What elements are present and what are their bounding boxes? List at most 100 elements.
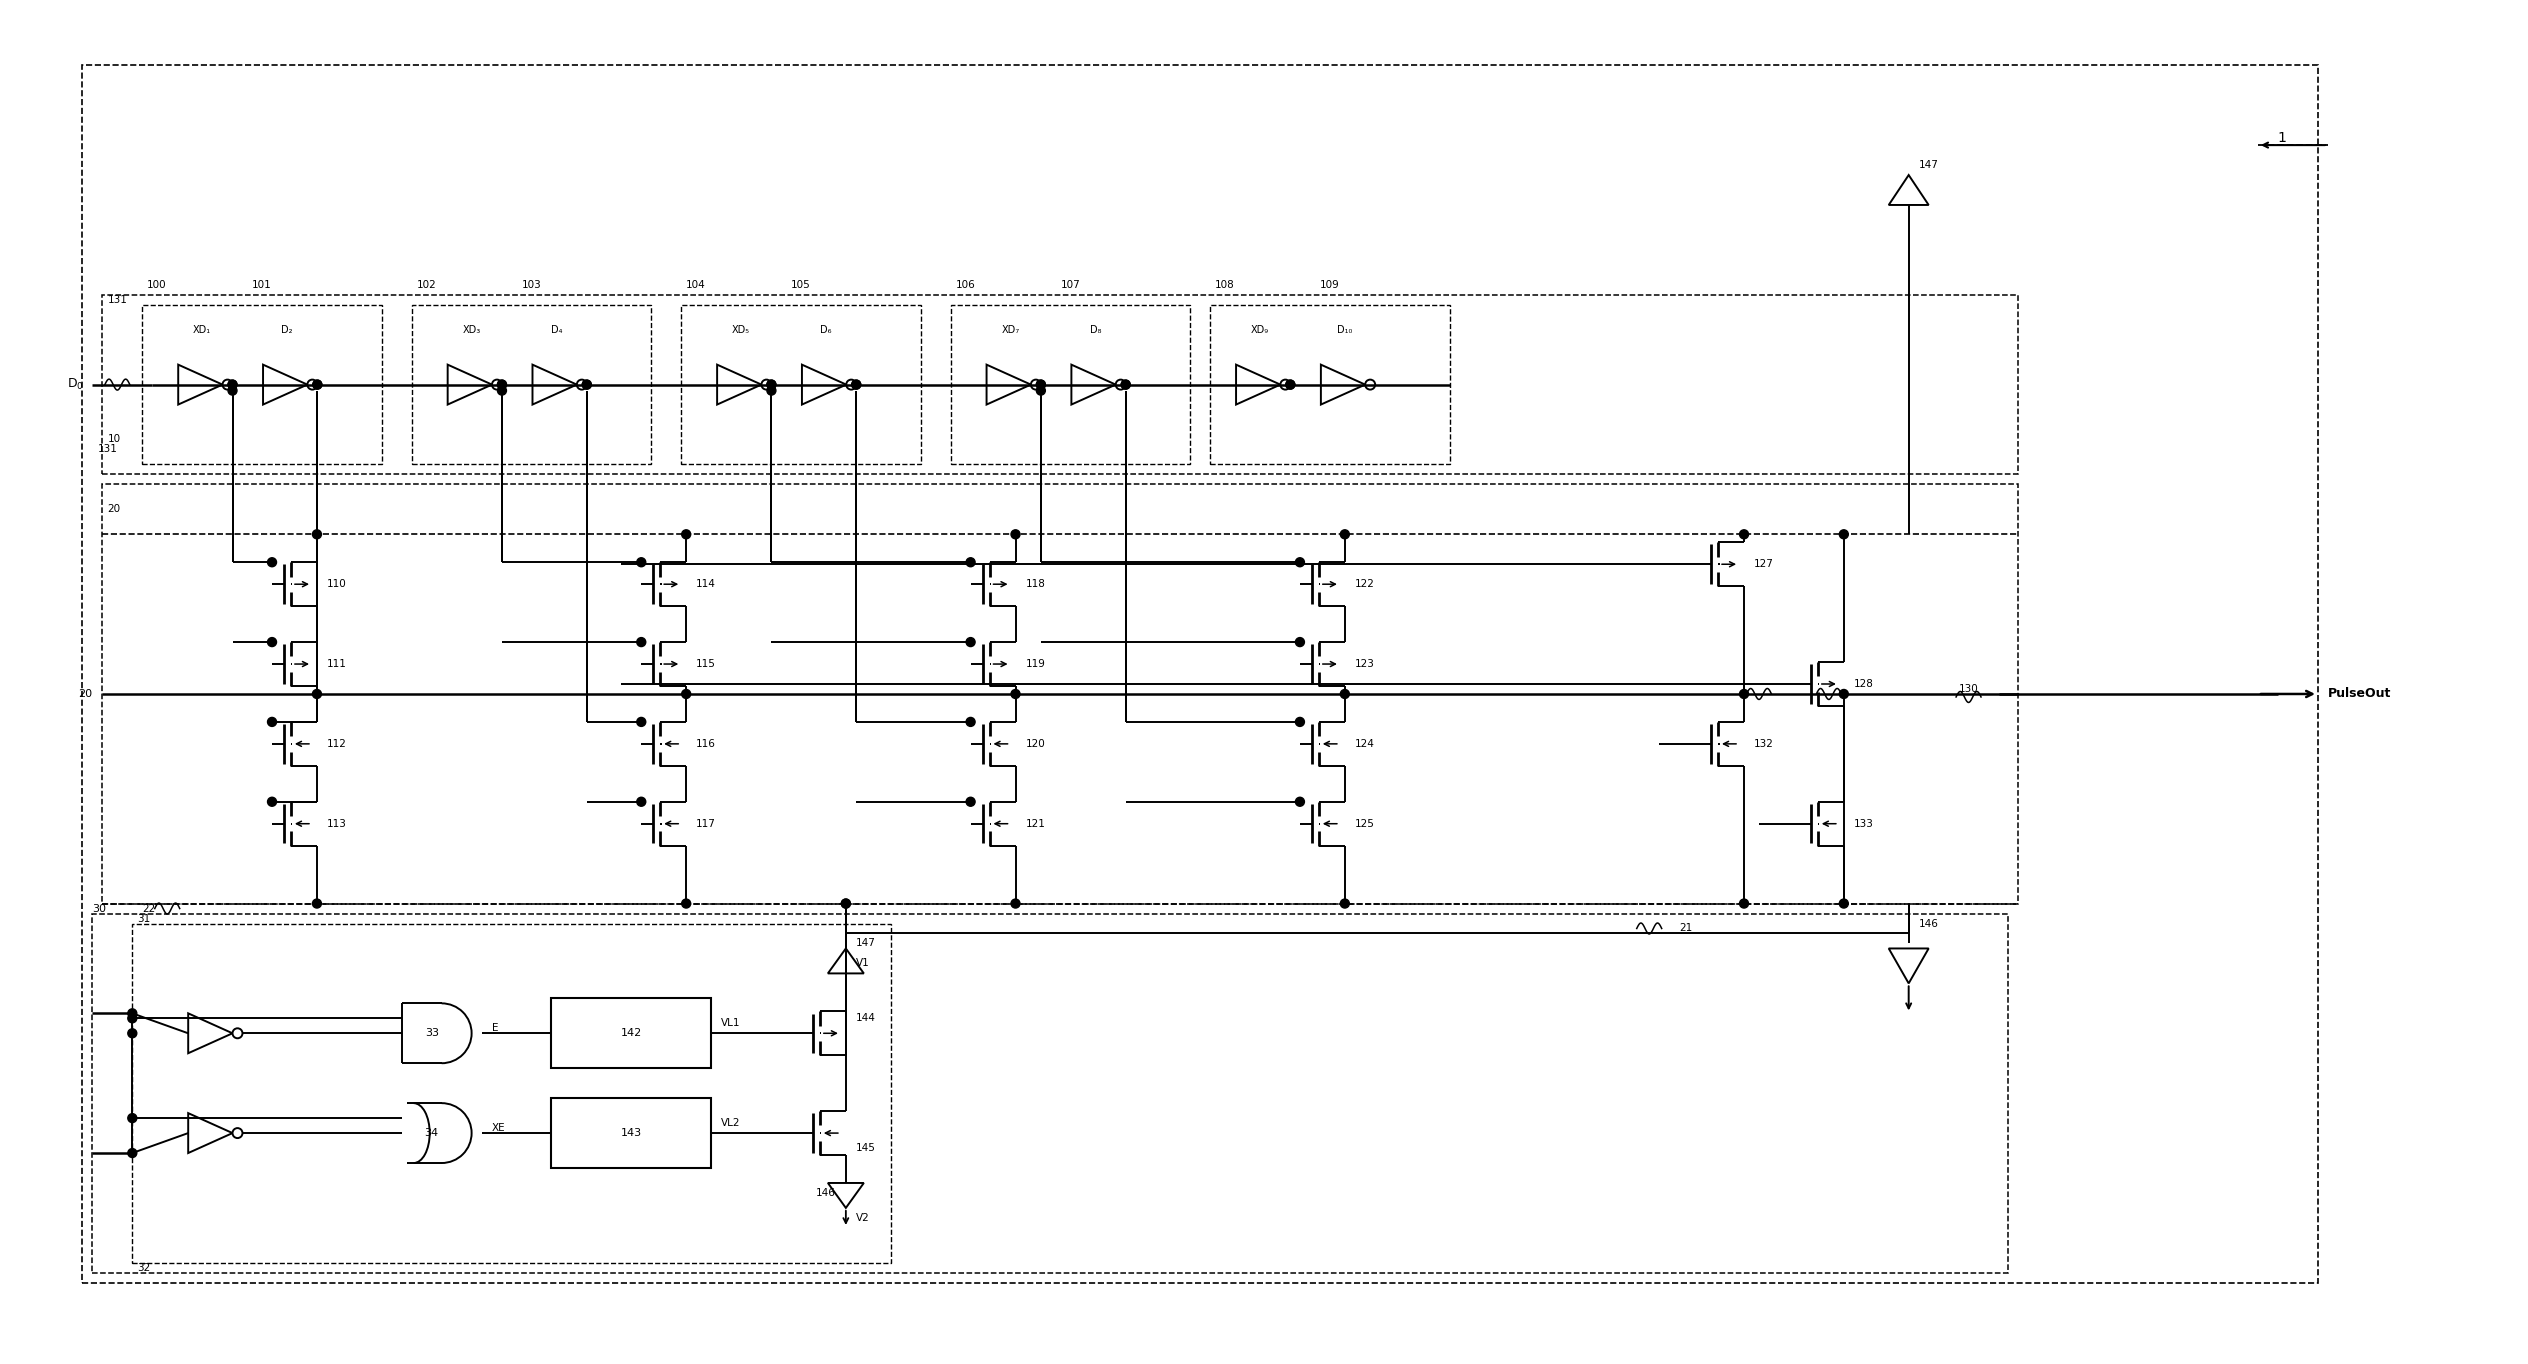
Circle shape: [581, 381, 592, 389]
Text: 103: 103: [521, 280, 541, 289]
Text: 120: 120: [1026, 739, 1044, 749]
Text: 30: 30: [94, 903, 106, 914]
Circle shape: [313, 381, 321, 389]
Text: 22: 22: [142, 903, 157, 914]
Circle shape: [1036, 386, 1047, 396]
Circle shape: [1122, 381, 1130, 389]
Circle shape: [766, 386, 776, 396]
Circle shape: [1840, 529, 1848, 539]
Circle shape: [1840, 899, 1848, 908]
Text: 101: 101: [253, 280, 273, 289]
Circle shape: [683, 899, 690, 908]
Text: XD₃: XD₃: [463, 325, 480, 334]
Text: 122: 122: [1355, 580, 1375, 589]
Circle shape: [228, 381, 238, 389]
Circle shape: [842, 899, 849, 908]
Circle shape: [766, 381, 776, 389]
Text: VL1: VL1: [720, 1019, 741, 1028]
Circle shape: [129, 1009, 137, 1018]
Circle shape: [313, 899, 321, 908]
Circle shape: [268, 798, 276, 806]
Circle shape: [1122, 381, 1130, 389]
Text: 143: 143: [622, 1128, 642, 1138]
Text: 109: 109: [1320, 280, 1340, 289]
Text: 102: 102: [417, 280, 437, 289]
Text: 110: 110: [326, 580, 346, 589]
Text: 21: 21: [1679, 923, 1691, 933]
Circle shape: [268, 558, 276, 566]
Circle shape: [1036, 381, 1047, 389]
Circle shape: [313, 689, 321, 698]
Text: 34: 34: [425, 1128, 440, 1138]
Text: 124: 124: [1355, 739, 1375, 749]
Circle shape: [1840, 689, 1848, 698]
Bar: [142, 304, 382, 465]
Text: 111: 111: [326, 659, 346, 668]
Text: 112: 112: [326, 739, 346, 749]
Text: 146: 146: [817, 1188, 837, 1198]
Text: XD₉: XD₉: [1251, 325, 1269, 334]
Circle shape: [683, 529, 690, 539]
Text: 20: 20: [106, 505, 121, 514]
Circle shape: [129, 1113, 137, 1123]
Text: 146: 146: [1919, 918, 1939, 929]
Text: 108: 108: [1216, 280, 1234, 289]
Text: V1: V1: [857, 959, 870, 968]
Text: 118: 118: [1026, 580, 1047, 589]
Bar: [1211, 304, 1449, 465]
Circle shape: [966, 798, 976, 806]
Circle shape: [1739, 529, 1749, 539]
Text: 147: 147: [857, 938, 875, 948]
Text: 117: 117: [695, 818, 715, 829]
Circle shape: [313, 529, 321, 539]
Text: 123: 123: [1355, 659, 1375, 668]
Circle shape: [1287, 381, 1294, 389]
Circle shape: [966, 558, 976, 566]
Circle shape: [1340, 899, 1350, 908]
Circle shape: [1294, 558, 1304, 566]
Circle shape: [1011, 899, 1019, 908]
Circle shape: [581, 381, 592, 389]
Text: XD₇: XD₇: [1001, 325, 1019, 334]
Circle shape: [1036, 381, 1047, 389]
Text: 119: 119: [1026, 659, 1047, 668]
Text: 133: 133: [1853, 818, 1873, 829]
Text: XD₅: XD₅: [733, 325, 751, 334]
Text: 132: 132: [1754, 739, 1775, 749]
Circle shape: [683, 689, 690, 698]
Text: E: E: [490, 1023, 498, 1034]
Bar: [94, 914, 2007, 1273]
Text: 105: 105: [791, 280, 811, 289]
Circle shape: [498, 386, 506, 396]
Circle shape: [228, 381, 238, 389]
Text: 145: 145: [857, 1143, 875, 1153]
Bar: [101, 484, 2017, 903]
Circle shape: [1287, 381, 1294, 389]
Text: 131: 131: [106, 295, 126, 304]
Text: 33: 33: [425, 1028, 440, 1038]
Text: 104: 104: [685, 280, 705, 289]
Text: 142: 142: [622, 1028, 642, 1038]
Circle shape: [842, 899, 849, 908]
Circle shape: [852, 381, 860, 389]
Bar: [680, 304, 920, 465]
Text: D₂: D₂: [281, 325, 293, 334]
Text: D$_0$: D$_0$: [68, 376, 83, 393]
Circle shape: [637, 717, 645, 727]
Text: 125: 125: [1355, 818, 1375, 829]
Text: 106: 106: [956, 280, 976, 289]
Bar: [951, 304, 1191, 465]
Text: 130: 130: [1959, 683, 1979, 694]
Circle shape: [1011, 689, 1019, 698]
Circle shape: [766, 381, 776, 389]
Circle shape: [966, 717, 976, 727]
Circle shape: [313, 381, 321, 389]
Circle shape: [1340, 689, 1350, 698]
Circle shape: [637, 637, 645, 647]
Text: 144: 144: [857, 1013, 875, 1023]
Circle shape: [1294, 637, 1304, 647]
Text: 127: 127: [1754, 559, 1775, 569]
Bar: [551, 998, 710, 1068]
Circle shape: [268, 637, 276, 647]
Text: 20: 20: [78, 689, 94, 698]
